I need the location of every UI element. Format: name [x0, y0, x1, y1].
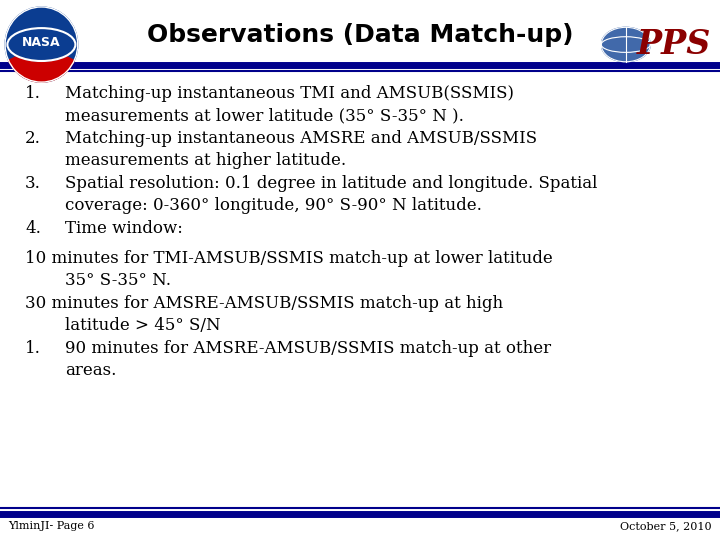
Wedge shape — [9, 44, 74, 82]
Ellipse shape — [7, 28, 76, 61]
Text: latitude > 45° S/N: latitude > 45° S/N — [65, 317, 220, 334]
Text: 2.: 2. — [25, 130, 41, 147]
Text: Observations (Data Match-up): Observations (Data Match-up) — [147, 23, 573, 47]
Circle shape — [5, 7, 78, 82]
Text: 3.: 3. — [25, 175, 41, 192]
Text: Matching-up instantaneous AMSRE and AMSUB/SSMIS: Matching-up instantaneous AMSRE and AMSU… — [65, 130, 537, 147]
Text: October 5, 2010: October 5, 2010 — [621, 521, 712, 531]
Text: 4.: 4. — [25, 220, 41, 237]
Text: measurements at lower latitude (35° S-35° N ).: measurements at lower latitude (35° S-35… — [65, 107, 464, 124]
Circle shape — [601, 28, 650, 62]
Text: areas.: areas. — [65, 362, 117, 379]
Text: 35° S-35° N.: 35° S-35° N. — [65, 272, 171, 289]
Text: 30 minutes for AMSRE-AMSUB/SSMIS match-up at high: 30 minutes for AMSRE-AMSUB/SSMIS match-u… — [25, 295, 503, 312]
Text: 10 minutes for TMI-AMSUB/SSMIS match-up at lower latitude: 10 minutes for TMI-AMSUB/SSMIS match-up … — [25, 250, 553, 267]
Text: Time window:: Time window: — [65, 220, 183, 237]
Text: Matching-up instantaneous TMI and AMSUB(SSMIS): Matching-up instantaneous TMI and AMSUB(… — [65, 85, 514, 102]
Text: coverage: 0-360° longitude, 90° S-90° N latitude.: coverage: 0-360° longitude, 90° S-90° N … — [65, 197, 482, 214]
Text: NASA: NASA — [22, 37, 60, 50]
Text: measurements at higher latitude.: measurements at higher latitude. — [65, 152, 346, 169]
Text: PPS: PPS — [636, 28, 711, 61]
Text: 90 minutes for AMSRE-AMSUB/SSMIS match-up at other: 90 minutes for AMSRE-AMSUB/SSMIS match-u… — [65, 340, 551, 357]
Text: Spatial resolution: 0.1 degree in latitude and longitude. Spatial: Spatial resolution: 0.1 degree in latitu… — [65, 175, 598, 192]
Text: 1.: 1. — [25, 340, 41, 357]
Text: YlminJI- Page 6: YlminJI- Page 6 — [8, 521, 94, 531]
Text: 1.: 1. — [25, 85, 41, 102]
